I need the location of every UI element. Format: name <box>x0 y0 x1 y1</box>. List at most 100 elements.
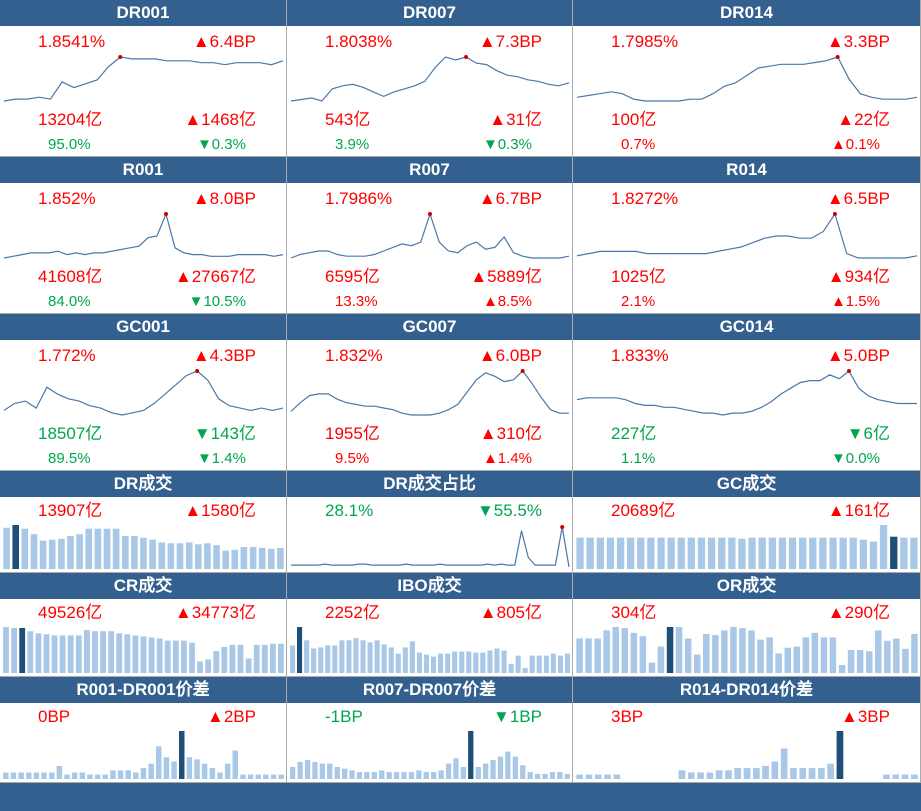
bar <box>911 633 918 673</box>
bar <box>675 627 683 673</box>
panel-title: R001-DR001价差 <box>0 677 286 703</box>
panel-title: OR成交 <box>573 573 920 599</box>
bar-highlight <box>12 525 19 569</box>
bar <box>883 774 890 779</box>
bar <box>856 650 864 673</box>
panel-title: R007-DR007价差 <box>287 677 572 703</box>
bar <box>819 537 827 569</box>
bar <box>339 640 345 673</box>
bar <box>140 537 147 569</box>
line-chart <box>576 55 918 102</box>
bar <box>452 651 458 673</box>
bar <box>156 746 162 779</box>
series-line <box>3 212 284 259</box>
bar <box>240 774 246 779</box>
bar <box>194 759 200 779</box>
bar <box>585 774 593 779</box>
panel-title: R007 <box>287 157 572 183</box>
panel-title: GC014 <box>573 314 920 340</box>
bar <box>258 547 266 569</box>
bar <box>416 770 422 779</box>
bar <box>217 772 223 779</box>
primary-value: 20689亿 <box>611 501 676 520</box>
bar <box>94 528 102 569</box>
panel-r001: R001 1.852% ▲8.0BP 41608亿 ▲27667亿 84.0% ▼10.5% <box>0 157 287 314</box>
bar <box>616 537 625 569</box>
bar <box>557 772 563 779</box>
bar <box>33 772 40 779</box>
share-change: ▲8.5% <box>482 293 532 310</box>
series-line <box>3 56 284 102</box>
bar <box>67 536 74 569</box>
bar <box>480 652 486 673</box>
volume-value: 1025亿 <box>611 267 666 286</box>
line-chart <box>3 212 284 259</box>
bar <box>327 763 333 779</box>
bar <box>799 768 807 779</box>
bar <box>576 537 584 569</box>
bar <box>117 770 124 779</box>
series-line <box>290 212 570 259</box>
bar <box>487 650 493 673</box>
bar <box>224 763 231 779</box>
bar-highlight <box>19 628 26 673</box>
bar <box>132 635 139 673</box>
volume-change: ▲934亿 <box>827 267 890 286</box>
bar <box>459 651 465 673</box>
bar <box>549 772 556 779</box>
panel-gc001: GC001 1.772% ▲4.3BP 18507亿 ▼143亿 89.5% ▼1.4% <box>0 314 287 471</box>
share-change: ▲0.1% <box>830 136 880 153</box>
volume-change: ▲5889亿 <box>470 267 542 286</box>
bar <box>431 772 437 779</box>
latest-point-marker <box>428 212 432 216</box>
bar <box>379 770 385 779</box>
rate-change: ▲6.0BP <box>478 346 542 365</box>
bar <box>374 640 380 673</box>
change-value: ▲161亿 <box>827 501 890 520</box>
share-value: 9.5% <box>335 450 370 467</box>
bar <box>255 774 261 779</box>
bar <box>59 635 66 673</box>
share-value: 89.5% <box>48 450 91 467</box>
latest-point-marker <box>118 55 123 59</box>
bar <box>312 761 318 779</box>
bar <box>167 543 175 569</box>
bar <box>639 636 647 673</box>
bar <box>808 768 816 779</box>
panel-title: GC001 <box>0 314 286 340</box>
bar-chart <box>3 731 284 779</box>
bar <box>515 655 521 673</box>
bar <box>318 647 324 673</box>
latest-point-marker <box>520 369 525 373</box>
bar <box>697 772 704 779</box>
bar <box>125 770 131 779</box>
panel-r014-dr014: R014-DR014价差 3BP ▲3BP <box>573 677 921 783</box>
bar <box>728 537 736 569</box>
panel-dr: DR成交 13907亿 ▲1580亿 <box>0 471 287 573</box>
bar <box>41 772 47 779</box>
share-change: ▲1.5% <box>830 293 880 310</box>
bar <box>201 763 208 779</box>
line-chart <box>576 369 917 416</box>
bar-highlight <box>468 731 474 779</box>
panel-title: DR014 <box>573 0 920 26</box>
bar <box>849 537 857 569</box>
bar <box>222 550 229 569</box>
bar <box>576 774 583 779</box>
panel-gc007: GC007 1.832% ▲6.0BP 1955亿 ▲310亿 9.5% ▲1.4% <box>287 314 573 471</box>
bar <box>10 772 17 779</box>
primary-value: 2252亿 <box>325 603 380 622</box>
bar <box>229 644 236 673</box>
bar <box>542 773 548 779</box>
bar <box>247 774 254 779</box>
bar <box>475 767 481 779</box>
bar <box>124 634 131 673</box>
rate-change: ▲5.0BP <box>826 346 890 365</box>
bar <box>304 760 311 779</box>
bar <box>647 537 655 569</box>
bar <box>122 536 129 569</box>
panel-title: CR成交 <box>0 573 286 599</box>
bar <box>181 640 187 673</box>
change-value: ▼55.5% <box>476 501 542 520</box>
volume-value: 41608亿 <box>38 267 103 286</box>
